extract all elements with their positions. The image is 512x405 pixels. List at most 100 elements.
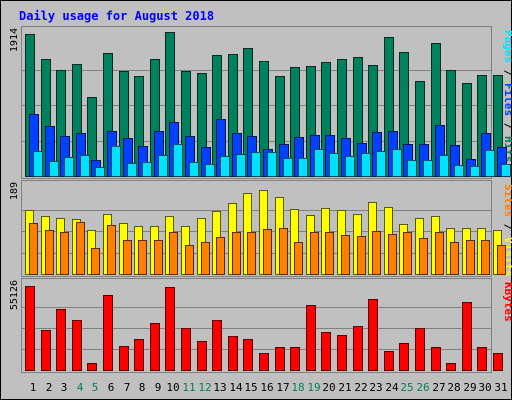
bar-kbytes [415,328,425,371]
bar-kbytes [103,295,113,371]
day-label: 31 [494,381,507,394]
bar-sites [185,245,194,275]
bar-sites [325,232,334,275]
bar-pages [361,153,371,177]
bar-kbytes [493,353,503,371]
bar-kbytes [197,341,207,371]
day-labels: 1 2 3 4 5 6 7 8 9 10 11 12 13 14 15 16 17 18 19 20 21 22 23 24 2… [30,381,508,394]
day-label: 11 [182,381,195,394]
day-label: 18 [291,381,304,394]
bar-kbytes [87,363,97,371]
day-label: 25 [400,381,413,394]
side-legend: KBytes [502,282,512,322]
panel-frame [21,278,492,373]
bar-pages [49,161,59,177]
bar-kbytes [353,326,363,371]
bar-sites [76,222,85,275]
bar-sites [169,232,178,275]
bar-pages [64,157,74,177]
bar-pages [189,162,199,177]
legend-kbytes: KBytes [502,282,512,322]
bar-kbytes [368,299,378,371]
bar-pages [345,156,355,177]
bar-pages [142,162,152,177]
bar-pages [298,158,308,177]
bar-kbytes [228,336,238,371]
bar-kbytes [384,351,394,371]
bar-sites [466,240,475,275]
bar-sites [450,242,459,275]
day-label: 14 [229,381,243,394]
bar-kbytes [165,287,175,371]
bar-kbytes [150,323,160,371]
bar-sites [481,240,490,275]
day-label: 29 [463,381,476,394]
bar-kbytes [212,320,222,371]
panel-visits: 189 Sites / Visits [9,180,512,277]
bar-sites [60,232,69,275]
bar-kbytes [446,363,456,371]
series-hits [25,32,503,177]
bar-kbytes [181,328,191,371]
bar-sites [497,245,506,275]
bar-sites [310,232,319,275]
legend-separator: / [502,63,512,83]
day-label: 21 [338,381,351,394]
side-legend: Pages / Files / Hits [502,30,512,163]
bar-kbytes [275,347,285,371]
legend-separator: / [502,217,512,237]
bar-kbytes [72,320,82,371]
bar-sites [419,238,428,275]
legend-visits: Visits [502,237,512,277]
bar-sites [403,232,412,275]
bar-kbytes [399,343,409,371]
bar-pages [33,151,43,177]
day-label: 7 [124,381,131,394]
bar-pages [158,155,168,177]
bar-sites [357,236,366,275]
series-sites [29,222,506,275]
legend-pages: Pages [502,30,512,63]
bar-kbytes [259,353,269,371]
bar-pages [439,155,449,177]
bar-sites [107,225,116,275]
bar-pages [423,160,433,177]
bar-sites [154,240,163,275]
bar-kbytes [477,347,487,371]
day-label: 16 [260,381,273,394]
bar-sites [45,230,54,275]
bar-pages [407,160,417,177]
day-label: 26 [416,381,429,394]
bar-sites [279,228,288,275]
chart-title: Daily usage for August 2018 [19,9,214,23]
side-legend: Sites / Visits [502,184,512,277]
bar-kbytes [290,347,300,371]
bar-sites [247,232,256,275]
bar-pages [454,165,464,177]
bar-pages [283,158,293,177]
bar-sites [201,242,210,275]
bar-pages [95,167,105,177]
bar-sites [232,232,241,275]
day-label: 17 [276,381,289,394]
bar-kbytes [431,347,441,371]
max-value-label: 1914 [9,28,20,52]
day-label: 4 [77,381,84,394]
day-label: 28 [447,381,460,394]
bar-pages [314,149,324,177]
legend-files: Files [502,83,512,116]
legend-separator: / [502,116,512,136]
bar-pages [485,150,495,177]
panel-kbytes: 55126 KBytes [9,278,512,373]
max-value-label: 55126 [9,280,20,310]
bar-pages [80,155,90,177]
bar-pages [329,153,339,177]
bar-sites [216,237,225,275]
bar-pages [205,164,215,177]
day-label: 8 [139,381,146,394]
bar-sites [29,223,38,275]
bar-pages [220,156,230,177]
panels-layer: 1914 Pages / Files / Hits 189 Sites / Visit… [9,26,512,373]
